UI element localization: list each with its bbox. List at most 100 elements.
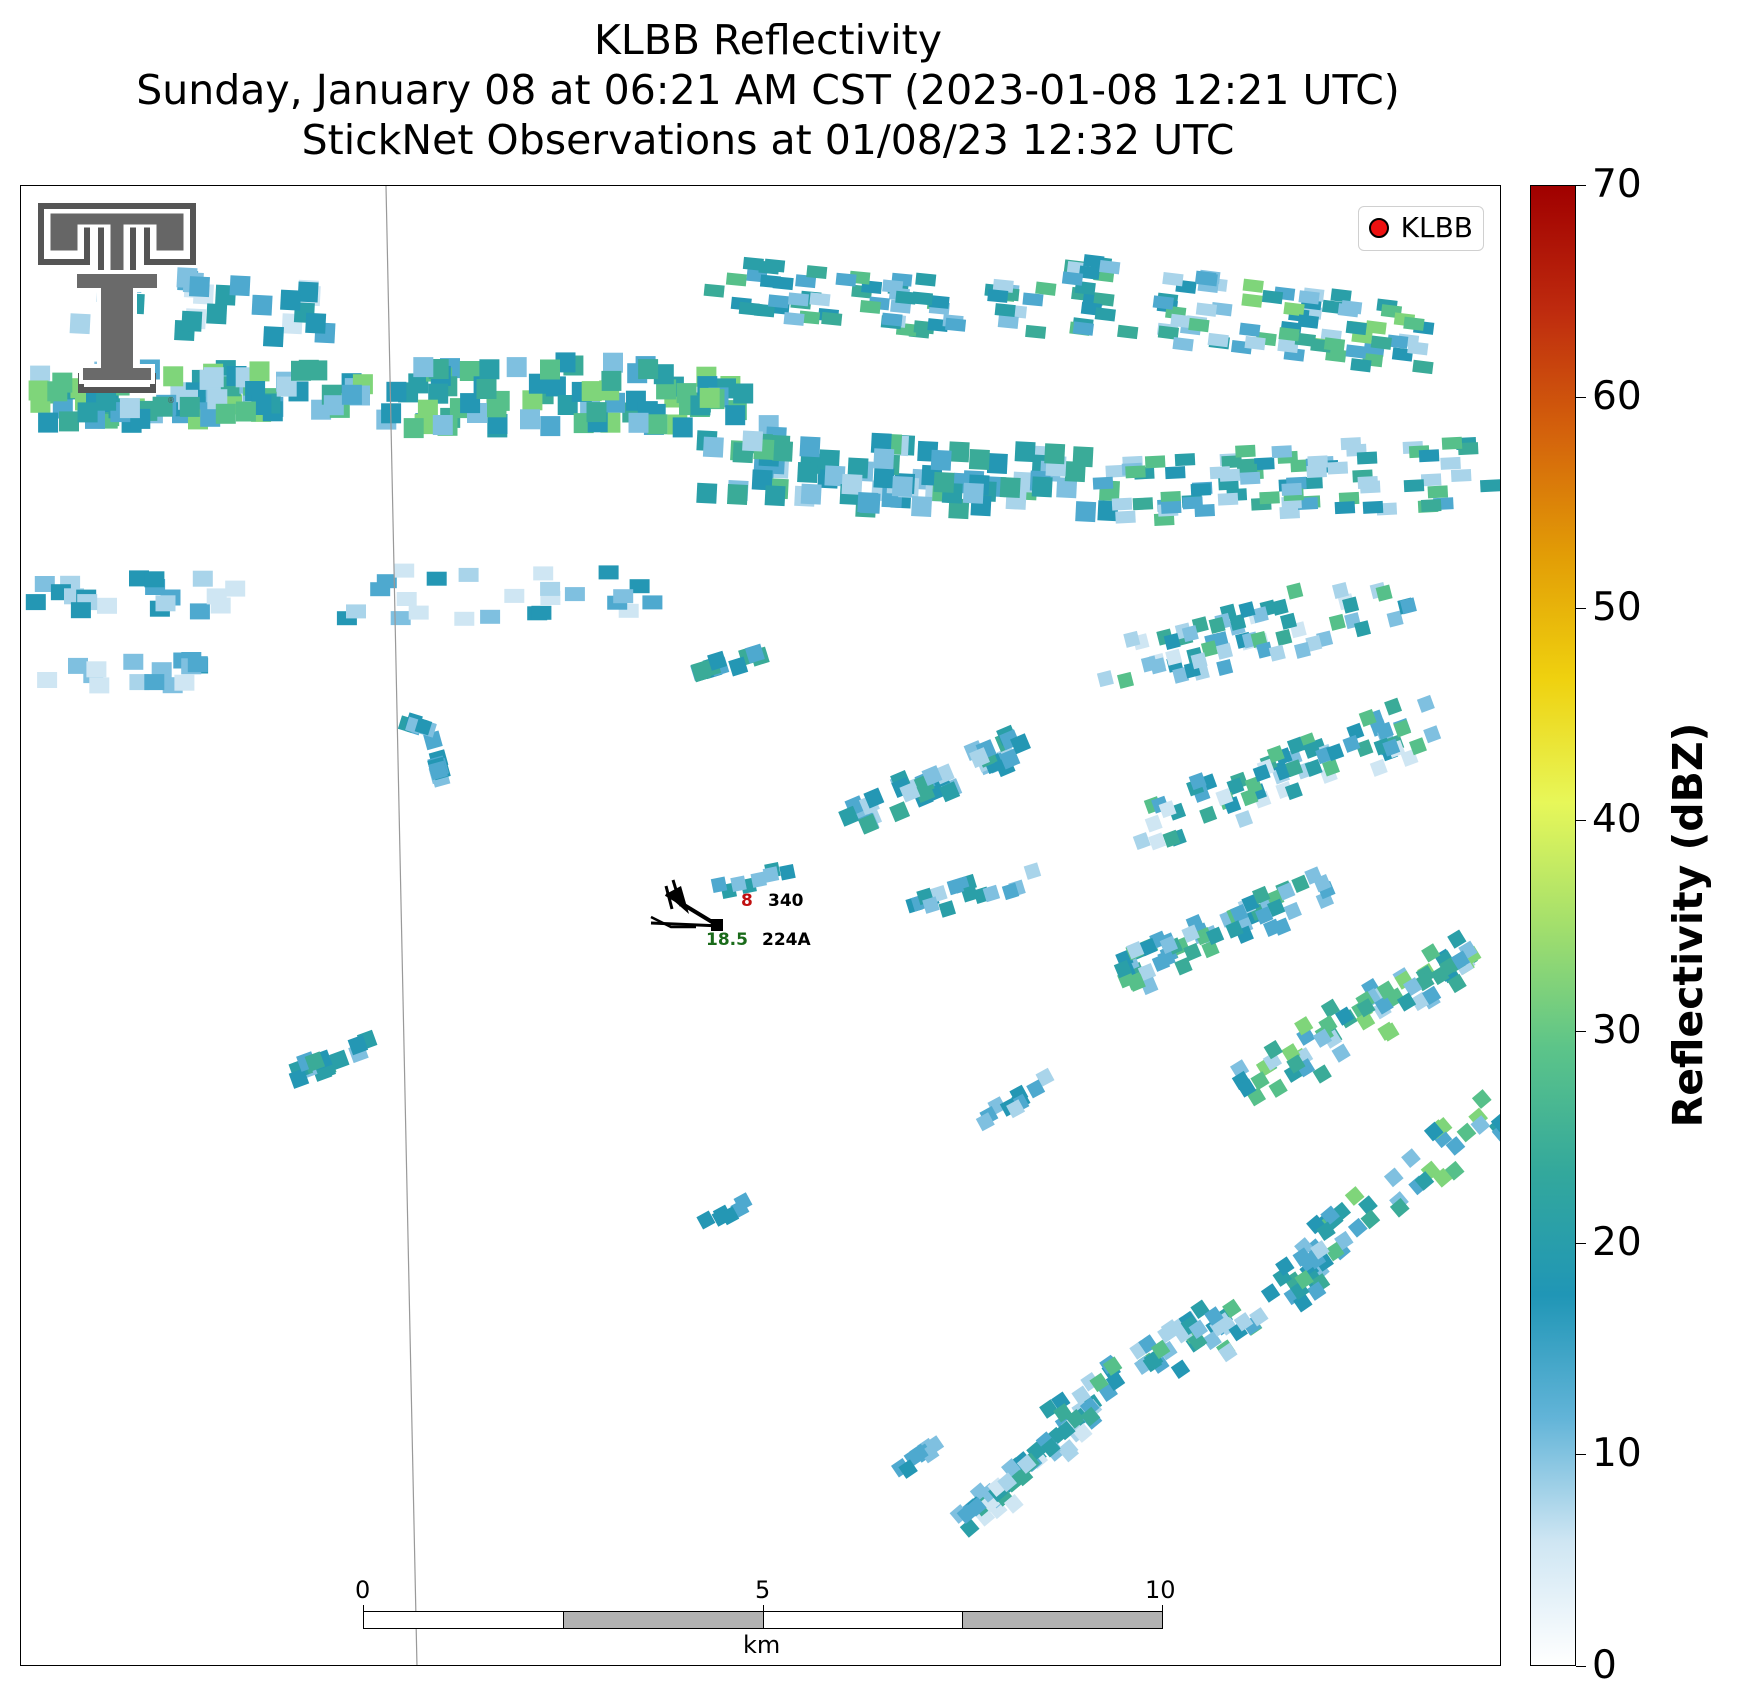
echo-cell <box>1441 436 1463 450</box>
echo-cell <box>304 1051 326 1072</box>
echo-cell <box>1423 725 1442 744</box>
klbb-marker-icon <box>1368 217 1389 238</box>
echo-cell <box>1016 1454 1037 1474</box>
echo-cell <box>1072 1423 1093 1443</box>
echo-cell <box>1207 332 1229 348</box>
echo-cell <box>1281 482 1302 496</box>
echo-cell <box>1022 292 1044 307</box>
echo-cell <box>1157 1323 1177 1344</box>
echo-cell <box>1396 992 1417 1012</box>
echo-cell <box>1208 616 1226 634</box>
echo-cell <box>1195 302 1218 317</box>
echo-cell <box>531 605 552 620</box>
echo-cell <box>1125 465 1146 479</box>
echo-cell <box>710 876 728 894</box>
echo-cell <box>945 317 967 332</box>
echo-cell <box>520 409 540 430</box>
echo-cell <box>1490 1112 1500 1133</box>
echo-cell <box>119 398 140 419</box>
echo-cell <box>262 326 284 348</box>
echo-cell <box>1216 658 1234 676</box>
echo-cell <box>1132 497 1154 511</box>
echo-cell <box>1297 314 1319 329</box>
echo-cell <box>188 276 210 298</box>
echo-cell <box>707 650 728 671</box>
echo-cell <box>881 312 903 327</box>
echo-cell <box>956 1504 977 1525</box>
echo-cell <box>1061 271 1084 286</box>
echo-cell <box>1328 613 1346 631</box>
radar-map[interactable]: ® KLBB 8 340 18.5 224A 0 5 10 km <box>20 185 1501 1666</box>
echo-cell <box>1383 1167 1404 1188</box>
echo-cell <box>795 274 817 289</box>
echo-cell <box>1160 500 1182 514</box>
echo-cell <box>702 436 724 458</box>
echo-cell <box>999 748 1021 770</box>
echo-cell <box>1188 1319 1209 1339</box>
echo-cell <box>1023 862 1042 880</box>
echo-cell <box>920 1443 940 1464</box>
echo-cell <box>1025 324 1047 339</box>
colorbar-tick <box>1576 1666 1586 1667</box>
echo-cell <box>1126 940 1145 960</box>
scale-bar <box>363 1611 1163 1629</box>
echo-cell <box>1334 501 1356 515</box>
echo-cell <box>480 609 501 624</box>
echo-cell <box>1263 1039 1283 1060</box>
station-pressure: 340 <box>768 891 804 911</box>
echo-cell <box>1113 959 1133 979</box>
echo-cell <box>38 412 59 433</box>
echo-cell <box>1331 1043 1351 1063</box>
echo-cell <box>1427 485 1449 499</box>
echo-cell <box>1241 293 1263 308</box>
echo-cell <box>1139 937 1158 957</box>
echo-cell <box>1294 1016 1314 1036</box>
echo-cell <box>672 417 693 438</box>
echo-cell <box>328 1049 350 1071</box>
echo-cell <box>1200 640 1218 658</box>
echo-cell <box>428 760 448 781</box>
echo-cell <box>276 376 297 397</box>
echo-cell <box>1266 745 1285 764</box>
echo-cell <box>738 301 760 316</box>
echo-cell <box>1252 885 1271 905</box>
echo-cell <box>181 310 203 332</box>
echo-cell <box>847 457 869 479</box>
echo-cell <box>656 379 677 400</box>
echo-cell <box>1403 479 1425 493</box>
echo-cell <box>189 603 210 620</box>
echo-cell <box>251 294 273 316</box>
echo-cell <box>1150 1339 1171 1360</box>
echo-cell <box>305 312 327 334</box>
echo-cell <box>1006 1099 1026 1119</box>
echo-cell <box>1369 758 1388 777</box>
echo-cell <box>1000 1458 1021 1478</box>
echo-cell <box>1480 479 1500 493</box>
echo-cell <box>642 595 663 610</box>
echo-cell <box>928 295 950 309</box>
echo-cell <box>1326 743 1345 762</box>
echo-cell <box>347 1034 369 1056</box>
echo-cell <box>1157 949 1176 968</box>
echo-cell <box>824 465 846 487</box>
echo-cell <box>699 387 720 408</box>
echo-cell <box>1140 976 1159 996</box>
echo-cell <box>581 381 602 402</box>
echo-cell <box>601 370 622 391</box>
colorbar-tick <box>1576 608 1586 610</box>
echo-cell <box>428 359 449 379</box>
echo-cell <box>1144 814 1163 833</box>
echo-cell <box>1286 582 1304 600</box>
echo-cell <box>703 283 725 298</box>
echo-cell <box>696 482 718 504</box>
echo-cell <box>323 395 344 416</box>
echo-cell <box>1470 1115 1491 1135</box>
echo-cell <box>1157 325 1180 340</box>
echo-cell <box>962 482 984 504</box>
echo-cell <box>1001 882 1020 901</box>
echo-cell <box>280 289 302 311</box>
echo-cell <box>1325 1241 1345 1262</box>
echo-cell <box>1096 670 1114 688</box>
county-boundary-line <box>385 186 418 1665</box>
echo-cell <box>1072 446 1094 468</box>
